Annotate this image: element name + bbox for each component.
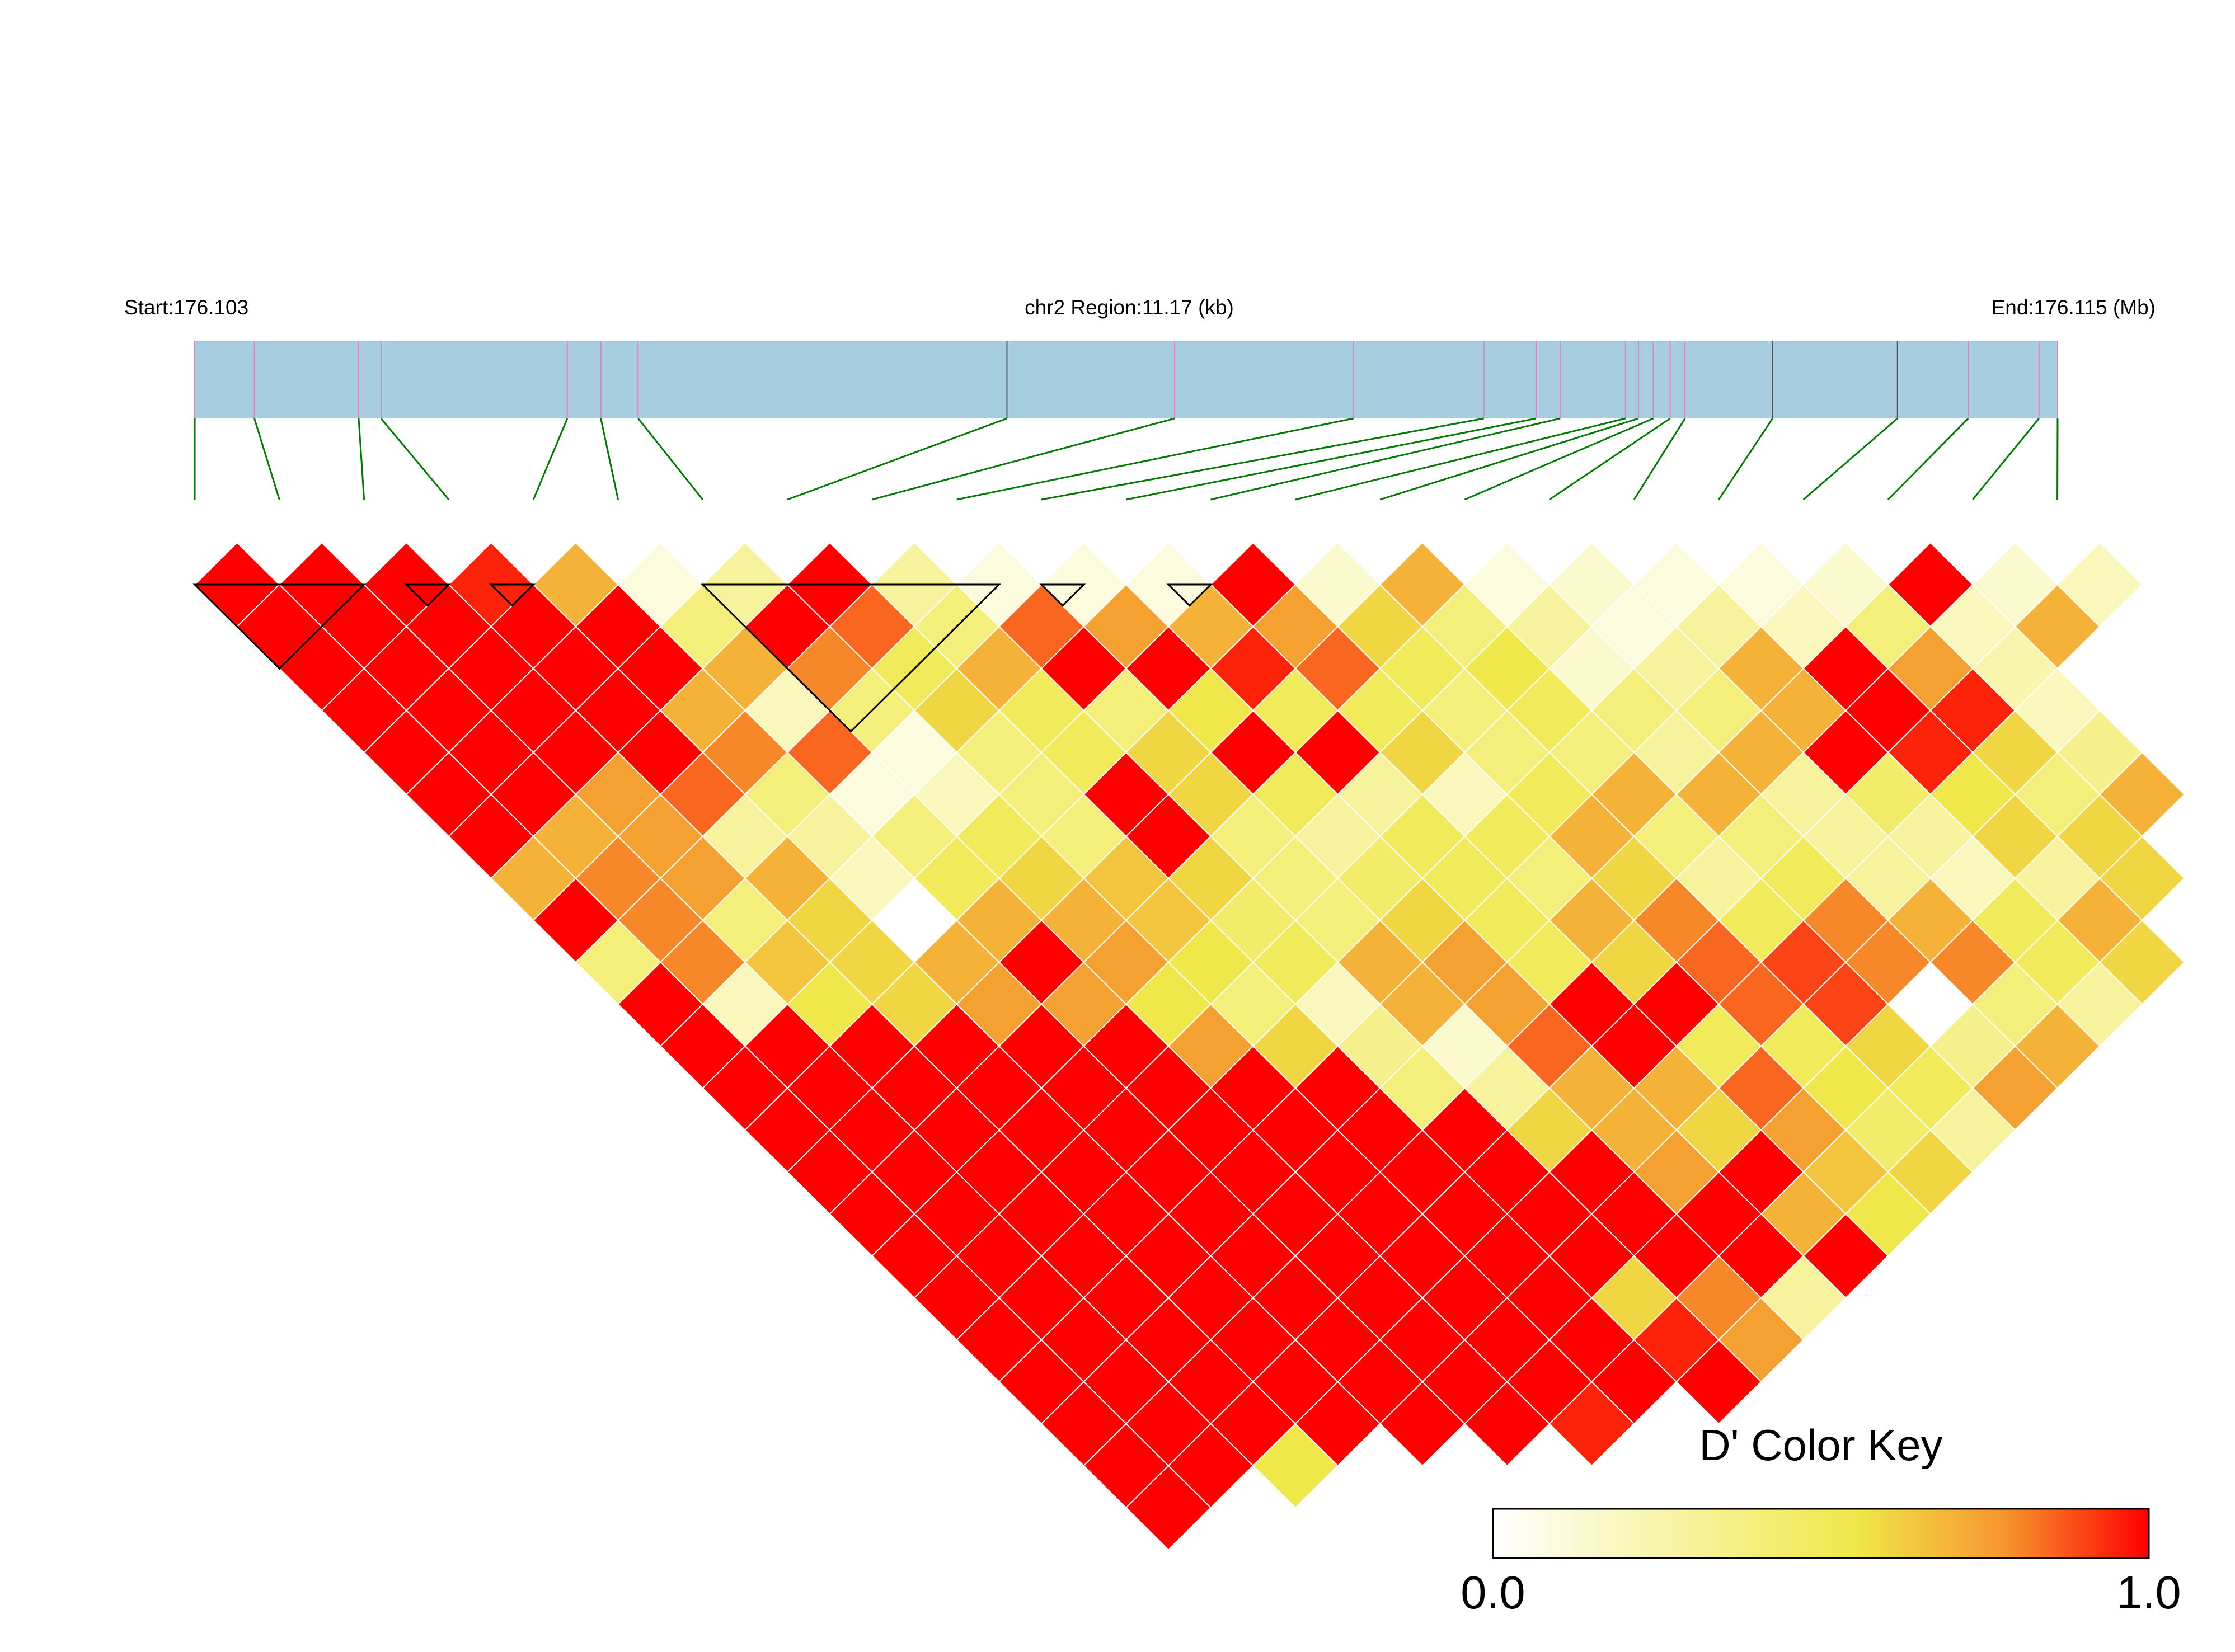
ld-block-outline — [1039, 583, 1086, 607]
ld-block-outline — [404, 583, 451, 607]
ld-cell — [1125, 1465, 1212, 1551]
snp-connector — [1633, 418, 1686, 500]
snp-connector — [253, 418, 280, 500]
ld-cells — [194, 542, 2185, 1551]
region-title: chr2 Region:11.17 (kb) — [1025, 296, 1234, 319]
snp-connector — [956, 417, 1354, 501]
color-key-max-label: 1.0 — [2116, 1566, 2181, 1618]
region-bar — [195, 341, 2058, 418]
region-start-label: Start:176.103 — [124, 296, 248, 319]
snp-connector — [1379, 417, 1639, 501]
ld-block-outline — [192, 583, 367, 670]
snp-connector — [600, 418, 619, 500]
ld-blocks — [192, 583, 1213, 733]
color-key-bar — [1492, 1508, 2150, 1559]
ld-cell — [1548, 1381, 1635, 1467]
ld-cell — [1464, 1381, 1551, 1467]
snp-markers — [194, 341, 2058, 418]
snp-connector — [1972, 418, 2040, 500]
snp-connector — [1548, 417, 1671, 501]
region-end-label: End:176.115 (Mb) — [1992, 296, 2156, 319]
snp-connector — [1041, 417, 1484, 501]
color-key-title: D' Color Key — [1699, 1420, 1942, 1470]
snp-connector — [1464, 417, 1654, 501]
snp-connector — [358, 418, 365, 500]
ld-cell — [1379, 1381, 1466, 1467]
snp-connector — [1295, 417, 1626, 501]
snp-connector — [1718, 418, 1773, 500]
snp-connectors — [194, 417, 2059, 501]
snp-connector — [1887, 417, 1969, 501]
color-key-min-label: 0.0 — [1461, 1566, 1525, 1618]
ld-cell — [1252, 1423, 1339, 1509]
snp-connector — [787, 417, 1007, 501]
snp-connector — [532, 418, 569, 500]
snp-connector — [380, 418, 450, 500]
ld-cell — [1675, 1339, 1762, 1425]
snp-connector — [637, 418, 703, 500]
snp-connector — [1210, 417, 1561, 501]
ld-block-outline — [1166, 583, 1213, 607]
ld-block-outline — [701, 583, 1001, 733]
snp-connector — [1126, 417, 1537, 501]
snp-connector — [1802, 417, 1898, 501]
snp-connector — [872, 417, 1175, 501]
ld-block-outline — [489, 583, 536, 607]
